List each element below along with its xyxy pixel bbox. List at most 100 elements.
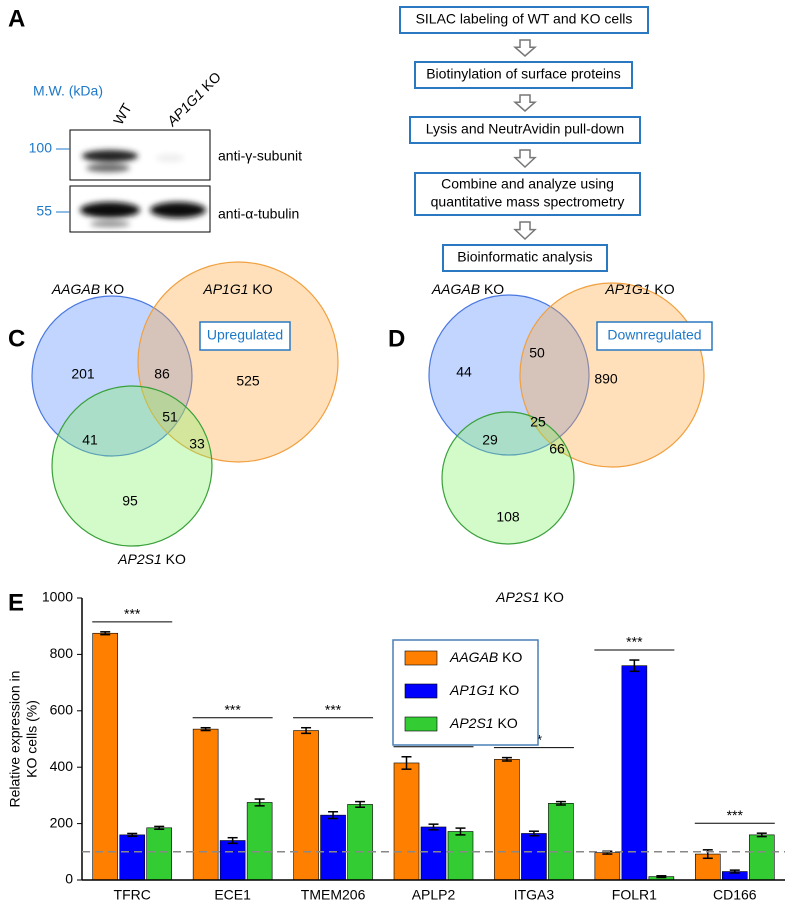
legend-label: AP2S1 KO <box>449 715 518 731</box>
y-axis-label: Relative expression in <box>7 671 23 808</box>
antibody-label: anti-γ-subunit <box>218 148 302 164</box>
significance-label: *** <box>325 701 342 717</box>
legend-label: AAGAB KO <box>449 649 522 665</box>
y-tick-label: 400 <box>50 758 74 774</box>
bar <box>548 802 574 881</box>
region-count: 41 <box>82 432 98 448</box>
set-label: AP2S1 KO <box>117 551 186 567</box>
marker-label: 100 <box>29 140 53 156</box>
x-tick-label: FOLR1 <box>612 887 657 903</box>
venn: Upregulated AAGAB KO AP1G1 KO AP2S1 KO 201 86… <box>31 261 339 567</box>
arrow <box>513 94 537 112</box>
region-count: 50 <box>529 345 545 361</box>
antibody-label: anti-α-tubulin <box>218 206 299 222</box>
step-box <box>414 61 633 89</box>
panel-label: A <box>8 5 25 32</box>
title-box <box>199 321 291 351</box>
set-label: AP1G1 KO <box>202 281 272 297</box>
venn: Downregulated AAGAB KO AP1G1 KO AP2S1 KO 44 5… <box>428 281 713 605</box>
step-text: SILAC labeling of WT and KO cells <box>416 11 633 27</box>
arrow <box>513 149 537 169</box>
bar <box>521 833 547 881</box>
region-count: 66 <box>549 441 565 457</box>
bar <box>293 730 319 881</box>
venn-set <box>137 261 339 463</box>
bar-chart: 0 200 400 600 800 1000 Relative expression in K… <box>7 589 785 903</box>
region-count: 201 <box>71 366 95 382</box>
step-box <box>414 172 641 216</box>
bar <box>447 831 474 881</box>
bar <box>146 827 173 881</box>
legend-label: AP1G1 KO <box>449 682 519 698</box>
y-axis-label: KO cells (%) <box>24 700 40 778</box>
panel-label: C <box>8 325 25 352</box>
region-count: 86 <box>154 366 170 382</box>
bar <box>347 804 373 881</box>
significance-label: *** <box>224 701 241 717</box>
arrow <box>513 221 537 241</box>
bar <box>192 728 219 881</box>
venn-set <box>31 295 193 457</box>
bar <box>246 802 273 881</box>
marker-label: 55 <box>36 203 52 219</box>
bar <box>594 852 621 881</box>
y-tick-label: 800 <box>50 645 74 661</box>
step-text: Combine and analyze using <box>441 176 614 192</box>
venn-set <box>51 385 213 547</box>
bar <box>219 840 246 881</box>
x-tick-label: TMEM206 <box>301 887 366 903</box>
bar <box>320 814 346 881</box>
region-count: 25 <box>530 414 546 430</box>
mw-label: M.W. (kDa) <box>33 83 103 99</box>
region-count: 108 <box>496 509 520 525</box>
region-count: 44 <box>456 364 472 380</box>
y-tick-label: 1000 <box>42 589 73 605</box>
set-label: AP2S1 KO <box>495 589 564 605</box>
lane-label: AP1G1 KO <box>163 68 224 129</box>
lane-label: WT <box>110 100 135 127</box>
bar <box>92 632 119 881</box>
bar <box>393 762 420 881</box>
bar <box>119 834 146 881</box>
arrow <box>513 39 537 57</box>
set-label: AAGAB KO <box>431 281 504 297</box>
venn-set <box>428 294 590 456</box>
legend-swatch <box>404 650 438 666</box>
workflow: SILAC labeling of WT and KO cells Biotiny… <box>399 6 649 272</box>
blot-bands <box>80 150 206 227</box>
region-count: 95 <box>122 493 138 509</box>
step-box <box>409 116 641 144</box>
region-count: 525 <box>236 373 260 389</box>
set-label: AAGAB KO <box>51 281 124 297</box>
y-tick-label: 600 <box>50 702 74 718</box>
venn-title: Upregulated <box>207 327 283 343</box>
significance-label: *** <box>124 606 141 622</box>
bar <box>621 665 648 881</box>
significance-label: *** <box>727 807 744 823</box>
legend-swatch <box>404 716 438 732</box>
x-tick-label: TFRC <box>114 887 151 903</box>
region-count: 890 <box>594 371 618 387</box>
step-text: quantitative mass spectrometry <box>431 194 625 210</box>
bar <box>494 759 520 881</box>
venn-title: Downregulated <box>607 327 701 343</box>
step-text: Bioinformatic analysis <box>457 249 592 265</box>
step-text: Biotinylation of surface proteins <box>426 66 621 82</box>
step-box <box>442 244 608 272</box>
bar <box>748 834 775 881</box>
venn-set <box>441 411 575 545</box>
legend-swatch <box>404 683 438 699</box>
region-count: 29 <box>482 432 498 448</box>
step-box <box>399 6 649 34</box>
x-tick-label: CD166 <box>713 887 757 903</box>
y-tick-label: 200 <box>50 814 74 830</box>
x-tick-label: ITGA3 <box>514 887 555 903</box>
panel-label: E <box>8 589 24 616</box>
region-count: 51 <box>162 409 178 425</box>
bar <box>420 826 447 881</box>
panel-label: D <box>388 325 405 352</box>
y-tick-label: 0 <box>65 871 73 887</box>
region-count: 33 <box>189 436 205 452</box>
set-label: AP1G1 KO <box>604 281 674 297</box>
